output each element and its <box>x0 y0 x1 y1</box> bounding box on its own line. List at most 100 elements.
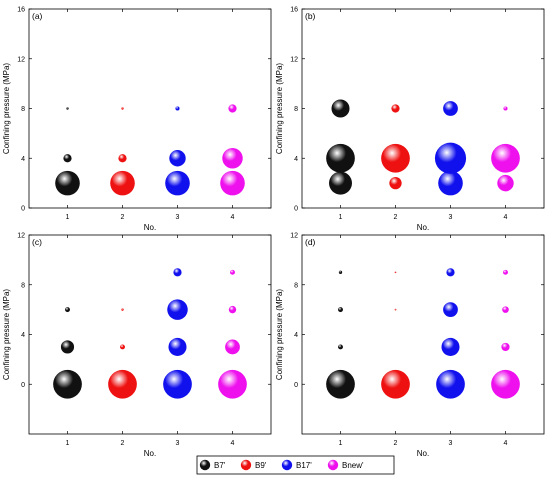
data-point-bnew <box>497 174 514 192</box>
data-point-bnew <box>230 269 235 275</box>
plot-frame <box>28 234 272 435</box>
x-tick-label: 3 <box>176 214 180 221</box>
data-point-bnew <box>502 306 509 313</box>
data-point-b17 <box>163 369 192 399</box>
data-point-b17 <box>446 268 455 277</box>
x-tick-label: 2 <box>394 440 398 447</box>
legend-marker-b9 <box>240 459 252 471</box>
y-tick-label: 8 <box>21 106 25 113</box>
y-axis-title: Confining pressure (MPa) <box>275 289 284 380</box>
legend-marker-bnew <box>327 459 339 471</box>
data-point-b17 <box>436 369 465 399</box>
data-point-b9 <box>391 104 400 113</box>
data-point-b7 <box>55 170 80 196</box>
data-point-b9 <box>381 369 410 399</box>
x-tick-label: 1 <box>339 440 343 447</box>
data-point-b9 <box>118 154 127 163</box>
data-point-bnew <box>218 369 247 399</box>
y-tick-label: 12 <box>17 56 25 63</box>
y-tick-label: 0 <box>21 206 25 213</box>
x-axis-title: No. <box>417 223 429 232</box>
y-tick-label: 8 <box>21 282 25 289</box>
data-point-bnew <box>222 148 243 169</box>
legend-label: B7' <box>214 461 226 470</box>
data-point-b7 <box>65 307 70 313</box>
x-tick-label: 4 <box>504 214 508 221</box>
x-tick-label: 1 <box>339 214 343 221</box>
plot-frame <box>301 234 545 435</box>
x-tick-label: 3 <box>176 440 180 447</box>
y-tick-label: 8 <box>294 106 298 113</box>
data-point-b7 <box>331 99 350 118</box>
data-point-b9 <box>108 369 137 399</box>
data-point-bnew <box>501 342 510 352</box>
data-point-b17 <box>441 337 460 356</box>
data-point-b17 <box>438 170 463 196</box>
data-point-b7 <box>326 369 355 399</box>
panel-label: (d) <box>305 237 316 247</box>
x-axis-title: No. <box>417 449 429 458</box>
y-tick-label: 4 <box>21 156 25 163</box>
y-tick-label: 0 <box>294 206 298 213</box>
data-point-b17 <box>173 268 182 277</box>
y-axis-title: Confining pressure (MPa) <box>275 63 284 154</box>
x-tick-label: 3 <box>449 440 453 447</box>
panel-label: (c) <box>32 237 42 247</box>
y-axis-title: Confining pressure (MPa) <box>2 63 11 154</box>
data-point-bnew <box>491 143 520 173</box>
y-tick-label: 12 <box>290 56 298 63</box>
data-point-b9 <box>394 271 397 274</box>
data-point-bnew <box>503 269 508 275</box>
legend: B7' B9' B17' Bnew' <box>196 455 395 475</box>
panel-label: (b) <box>305 11 316 21</box>
x-axis-title: No. <box>144 223 156 232</box>
data-point-b7 <box>66 107 69 110</box>
y-axis-title: Confining pressure (MPa) <box>2 289 11 380</box>
data-point-b7 <box>63 154 72 163</box>
y-tick-label: 4 <box>294 332 298 339</box>
y-tick-label: 0 <box>21 382 25 389</box>
data-point-bnew <box>491 369 520 399</box>
panel-label: (a) <box>32 11 43 21</box>
data-point-bnew <box>503 106 508 111</box>
x-tick-label: 4 <box>231 440 235 447</box>
data-point-b17 <box>169 150 186 167</box>
data-point-b17 <box>443 302 458 318</box>
x-tick-label: 1 <box>66 214 70 221</box>
x-tick-label: 2 <box>394 214 398 221</box>
data-point-b9 <box>120 344 125 350</box>
data-point-bnew <box>228 305 237 314</box>
x-tick-label: 1 <box>66 440 70 447</box>
data-point-b17 <box>168 337 187 356</box>
y-tick-label: 16 <box>290 7 298 14</box>
y-tick-label: 8 <box>294 282 298 289</box>
y-tick-label: 0 <box>294 382 298 389</box>
legend-marker-b17 <box>281 459 293 471</box>
y-tick-label: 12 <box>290 233 298 240</box>
x-tick-label: 3 <box>449 214 453 221</box>
legend-label: B17' <box>296 461 312 470</box>
data-point-b9 <box>110 170 135 196</box>
data-point-b17 <box>175 106 180 111</box>
x-tick-label: 2 <box>121 440 125 447</box>
y-tick-label: 4 <box>21 332 25 339</box>
data-point-bnew <box>228 104 237 113</box>
data-point-b7 <box>338 307 343 313</box>
y-tick-label: 4 <box>294 156 298 163</box>
data-point-b17 <box>165 170 190 196</box>
data-point-b7 <box>338 270 343 274</box>
data-point-b17 <box>434 142 467 174</box>
legend-label: B9' <box>255 461 267 470</box>
x-tick-label: 4 <box>231 214 235 221</box>
x-tick-label: 2 <box>121 214 125 221</box>
x-tick-label: 4 <box>504 440 508 447</box>
data-point-b7 <box>326 143 355 173</box>
data-point-b7 <box>60 340 75 354</box>
data-point-b17 <box>443 101 458 116</box>
data-point-b9 <box>394 308 397 311</box>
